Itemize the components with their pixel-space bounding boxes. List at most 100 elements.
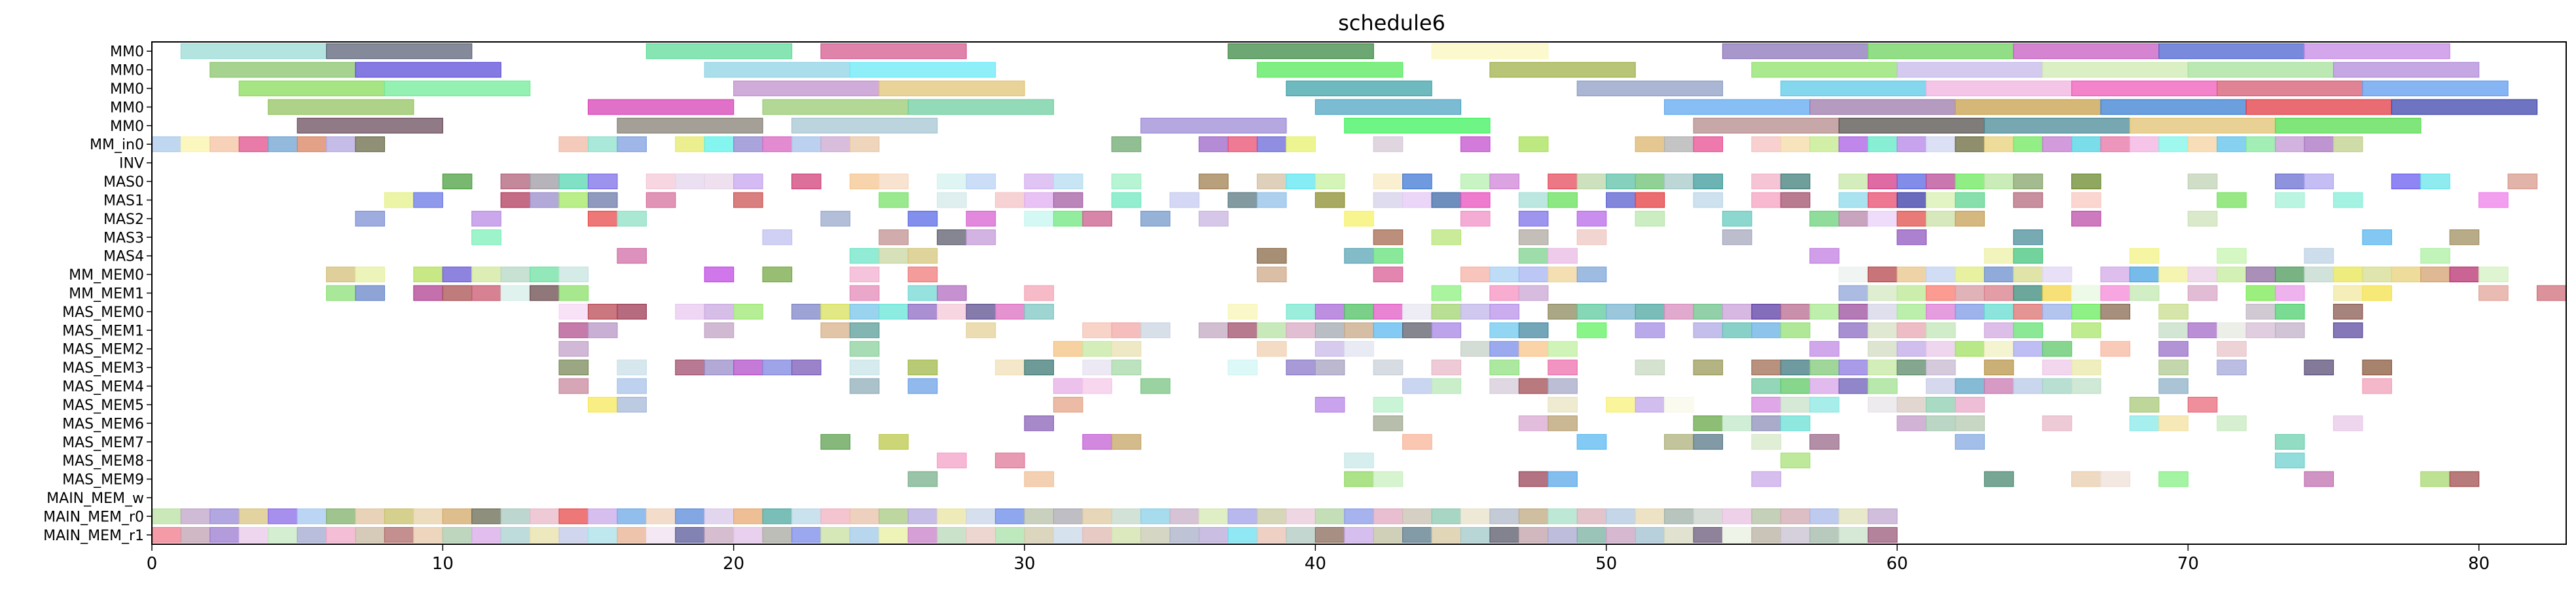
task-bar [2013,229,2043,246]
task-bar [879,192,909,208]
task-bar [820,508,851,525]
task-bar [1867,378,1898,394]
task-bar [849,360,880,376]
task-bar [1722,229,1752,246]
task-bar [2013,322,2043,339]
task-bar [1431,378,1462,394]
y-tick-label: INV [119,156,144,172]
task-bar [1518,378,1549,394]
task-bar [1838,378,1869,394]
task-bar [2129,415,2160,432]
task-bar [791,360,822,376]
task-bar [907,508,938,525]
task-bar [2100,136,2131,153]
task-bar [1576,303,1607,320]
task-bar [1984,267,2014,283]
task-bar [1082,508,1112,525]
x-tick-label: 30 [1013,554,1035,574]
task-bar [617,136,647,153]
task-bar [2158,360,2188,376]
task-bar [1256,527,1287,543]
task-bar [1315,396,1345,413]
y-tick-label: MM_in0 [90,137,144,153]
task-bar [645,192,676,208]
task-bar [1548,396,1578,413]
task-bar [1838,136,1869,153]
task-bar [2129,136,2160,153]
task-bar [1576,434,1607,450]
task-bar [1460,508,1491,525]
task-bar [1111,360,1142,376]
task-bar [1955,99,2101,115]
task-bar [326,136,356,153]
task-bar [762,99,909,115]
task-bar [1373,415,1404,432]
task-bar [355,508,386,525]
task-bar [1431,508,1462,525]
task-bar [1111,136,1142,153]
task-bar [1111,508,1142,525]
task-bar [2071,174,2101,190]
task-bar [587,99,735,115]
task-bar [820,527,851,543]
task-bar [1082,378,1112,394]
task-bar [442,267,473,283]
task-bar [1518,341,1549,357]
task-bar [1984,471,2014,487]
task-bar [530,267,560,283]
y-tick-label: MAS_MEM0 [62,305,144,321]
task-bar [937,192,967,208]
task-bar [1984,378,2014,394]
task-bar [1867,508,1898,525]
task-bar [1518,415,1549,432]
task-bar [1489,378,1519,394]
task-bar [1751,192,1781,208]
task-bar [704,62,851,78]
task-bar [355,136,386,153]
task-bar [1751,527,1781,543]
task-bar [1140,378,1170,394]
task-bar [2420,471,2450,487]
task-bar [1838,360,1869,376]
task-bar [1751,378,1781,394]
task-bar [1722,43,1869,60]
task-bar [442,174,473,190]
task-bar [1809,360,1840,376]
task-bar [151,136,182,153]
task-bar [1518,229,1549,246]
task-bar [1780,453,1811,469]
task-bar [1576,81,1724,96]
task-bar [1663,527,1694,543]
x-tick-label: 40 [1305,554,1326,574]
task-bar [1809,508,1840,525]
task-bar [1344,341,1374,357]
task-bar [1518,136,1549,153]
task-bar [2042,62,2188,78]
task-bar [2304,267,2334,283]
task-bar [558,378,589,394]
task-bar [2100,267,2131,283]
task-bar [1925,360,1956,376]
task-bar [1955,415,1985,432]
task-bar [1780,508,1811,525]
task-bar [762,136,793,153]
x-tick-label: 60 [1886,554,1908,574]
task-bar [1518,267,1549,283]
y-tick-label: MAS_MEM6 [62,416,144,432]
task-bar [1518,248,1549,264]
task-bar [820,303,851,320]
task-bar [1373,267,1404,283]
task-bar [2304,360,2334,376]
task-bar [733,81,880,96]
task-bar [937,508,967,525]
task-bar [413,508,443,525]
task-bar [297,508,327,525]
task-bar [2042,267,2073,283]
task-bar [1693,192,1724,208]
y-tick-label: MM0 [110,119,144,135]
task-bar [238,136,269,153]
task-bar [1489,267,1519,283]
task-bar [1460,527,1491,543]
task-bar [675,360,705,376]
task-bar [1489,174,1519,190]
